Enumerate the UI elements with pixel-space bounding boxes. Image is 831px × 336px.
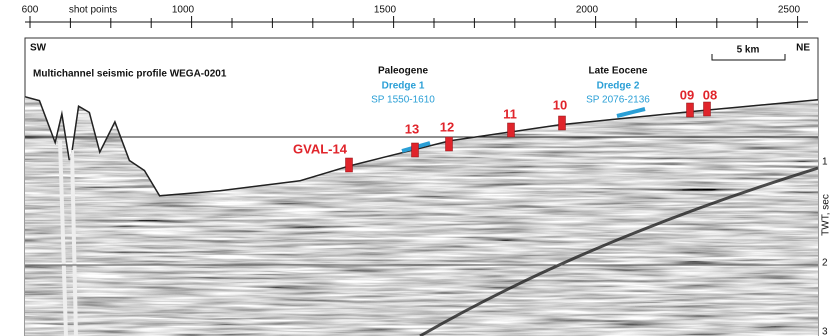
dredge-age: Late Eocene [589, 66, 648, 77]
dredge-name: Dredge 1 [382, 81, 425, 92]
dredge-marker [616, 107, 646, 118]
axis-tick-label: 1500 [374, 5, 397, 16]
site-label: 10 [553, 97, 567, 112]
profile-title: Multichannel seismic profile WEGA-0201 [33, 69, 227, 80]
axis-tick-label: 2500 [778, 5, 801, 16]
site-label: 12 [440, 119, 454, 134]
dredge-range: SP 2076-2136 [586, 95, 650, 106]
site-marker [558, 115, 566, 131]
site-marker [686, 102, 694, 118]
scale-label: 5 km [737, 45, 760, 56]
site-label: 13 [405, 121, 419, 136]
dredge-name: Dredge 2 [597, 81, 640, 92]
dredge-age: Paleogene [378, 66, 428, 77]
site-label: GVAL-14 [293, 141, 348, 156]
time-axis-label: TWT, sec [821, 194, 831, 236]
site-marker [445, 136, 453, 152]
axis-tick-label: 1000 [172, 5, 195, 16]
site-marker [507, 122, 515, 138]
site-marker [345, 157, 353, 173]
time-tick-label: 1 [822, 157, 828, 168]
direction-label: NE [796, 43, 810, 54]
site-marker [411, 142, 419, 158]
time-axis: 1 2 3 TWT, sec [821, 157, 831, 336]
axis-tick-label: 2000 [576, 5, 599, 16]
site-label: 08 [703, 87, 717, 102]
axis-tick-label: 600 [22, 5, 39, 16]
sites: GVAL-14 13 12 11 10 09 08 [293, 87, 717, 173]
site-label: 09 [680, 87, 694, 102]
time-tick-label: 3 [822, 327, 828, 336]
time-tick-label: 2 [822, 258, 828, 269]
scale-bar [711, 54, 786, 61]
direction-label: SW [30, 43, 47, 54]
site-marker [703, 101, 711, 117]
top-axis: 600 1000 1500 2000 2500 shot points [22, 5, 808, 28]
axis-label: shot points [69, 5, 117, 16]
site-label: 11 [503, 106, 517, 121]
dredge-range: SP 1550-1610 [371, 95, 435, 106]
